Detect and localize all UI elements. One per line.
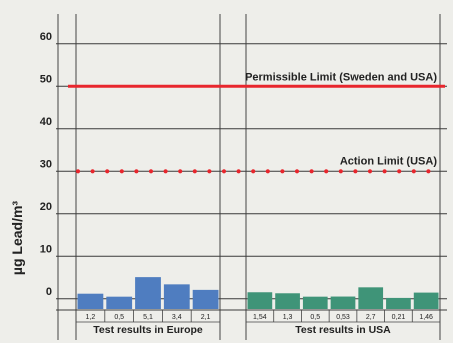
bar — [247, 292, 273, 309]
bar — [302, 296, 328, 309]
bar-value-label: 3,4 — [172, 314, 182, 321]
action-limit-dot — [382, 169, 387, 174]
y-tick-label: 50 — [40, 73, 52, 85]
action-limit-dot — [90, 169, 95, 174]
action-limit-dot — [367, 169, 373, 174]
labels: 0 10 20 30 40 50 60 µg Lead/m³ Permissible Limit… — [9, 31, 437, 336]
bar — [358, 287, 384, 309]
y-tick-label: 10 — [40, 243, 52, 255]
bar-value-label: 0,5 — [310, 314, 320, 321]
action-limit-dot — [338, 169, 343, 174]
action-limit-dot — [426, 169, 431, 174]
bar-value-label: 1,46 — [419, 314, 433, 321]
action-limit-dot — [294, 169, 300, 174]
action-limit-dot — [397, 169, 402, 174]
action-limit-dot — [134, 169, 139, 174]
action-limit-dot — [207, 169, 212, 174]
bar-value-label: 0,53 — [336, 314, 350, 321]
bar — [163, 284, 190, 309]
bar — [413, 292, 439, 309]
permissible-limit-label: Permissible Limit (Sweden and USA) — [245, 71, 437, 83]
group-label: Test results in Europe — [93, 324, 203, 336]
action-limit-dot — [178, 169, 183, 174]
bar-value-label: 2,7 — [366, 314, 376, 321]
bar-value-label: 1,2 — [86, 314, 96, 321]
action-limit-dot — [309, 169, 314, 174]
action-limit-dot — [411, 169, 416, 174]
bar-value-label: 1,54 — [253, 314, 267, 321]
action-limit-dot — [148, 169, 154, 174]
action-limit-dot — [75, 169, 81, 174]
bar — [106, 296, 133, 309]
action-limit-dot — [353, 169, 358, 174]
bar-value-label: 2,1 — [201, 314, 211, 321]
y-tick-label: 30 — [40, 158, 52, 170]
bar — [330, 296, 356, 309]
y-tick-label: 0 — [46, 286, 52, 298]
y-tick-label: 40 — [40, 116, 52, 128]
action-limit-dot — [251, 169, 256, 174]
y-tick-label: 20 — [40, 201, 52, 213]
action-limit-dot — [324, 169, 329, 174]
bar — [135, 277, 161, 309]
bar-value-label: 1,3 — [283, 314, 293, 321]
action-limit-dot — [192, 169, 197, 174]
action-limit-dot — [221, 169, 227, 174]
action-limit-dot — [236, 169, 241, 174]
bar-value-label: 0,5 — [114, 314, 124, 321]
y-axis-label: µg Lead/m³ — [9, 201, 25, 276]
reference-lines — [68, 84, 445, 174]
bar-value-label: 5,1 — [143, 314, 153, 321]
bar — [77, 293, 104, 309]
action-limit-dot — [105, 169, 110, 174]
action-limit-dot — [280, 169, 285, 174]
bar — [192, 289, 219, 309]
action-limit-dot — [119, 169, 124, 174]
group-label: Test results in USA — [295, 324, 391, 336]
bar — [386, 297, 411, 309]
bar-value-label: 0,21 — [392, 314, 406, 321]
action-limit-dot — [265, 169, 270, 174]
y-tick-label: 60 — [40, 31, 52, 43]
action-limit-label: Action Limit (USA) — [340, 155, 437, 167]
bar — [275, 293, 300, 309]
action-limit-dot — [163, 169, 168, 174]
bars — [77, 277, 439, 309]
